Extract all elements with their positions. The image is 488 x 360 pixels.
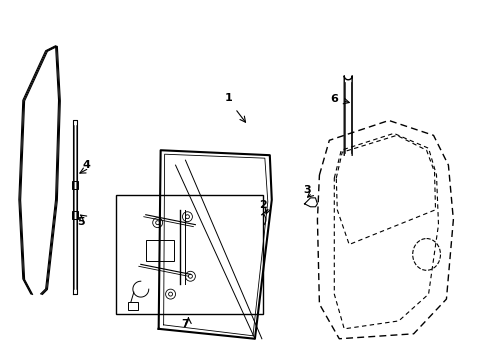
Text: 5: 5	[77, 217, 85, 227]
Text: 7: 7	[181, 319, 189, 329]
Bar	[128, 302, 138, 310]
Text: 4: 4	[82, 160, 90, 170]
Bar	[116, 195, 263, 314]
Text: 1: 1	[224, 93, 231, 103]
Bar	[72, 211, 78, 219]
Ellipse shape	[412, 239, 440, 270]
Text: 2: 2	[259, 200, 266, 210]
Text: 3: 3	[303, 185, 311, 195]
Text: 6: 6	[330, 94, 338, 104]
Bar	[72, 181, 78, 189]
Bar	[145, 239, 173, 261]
